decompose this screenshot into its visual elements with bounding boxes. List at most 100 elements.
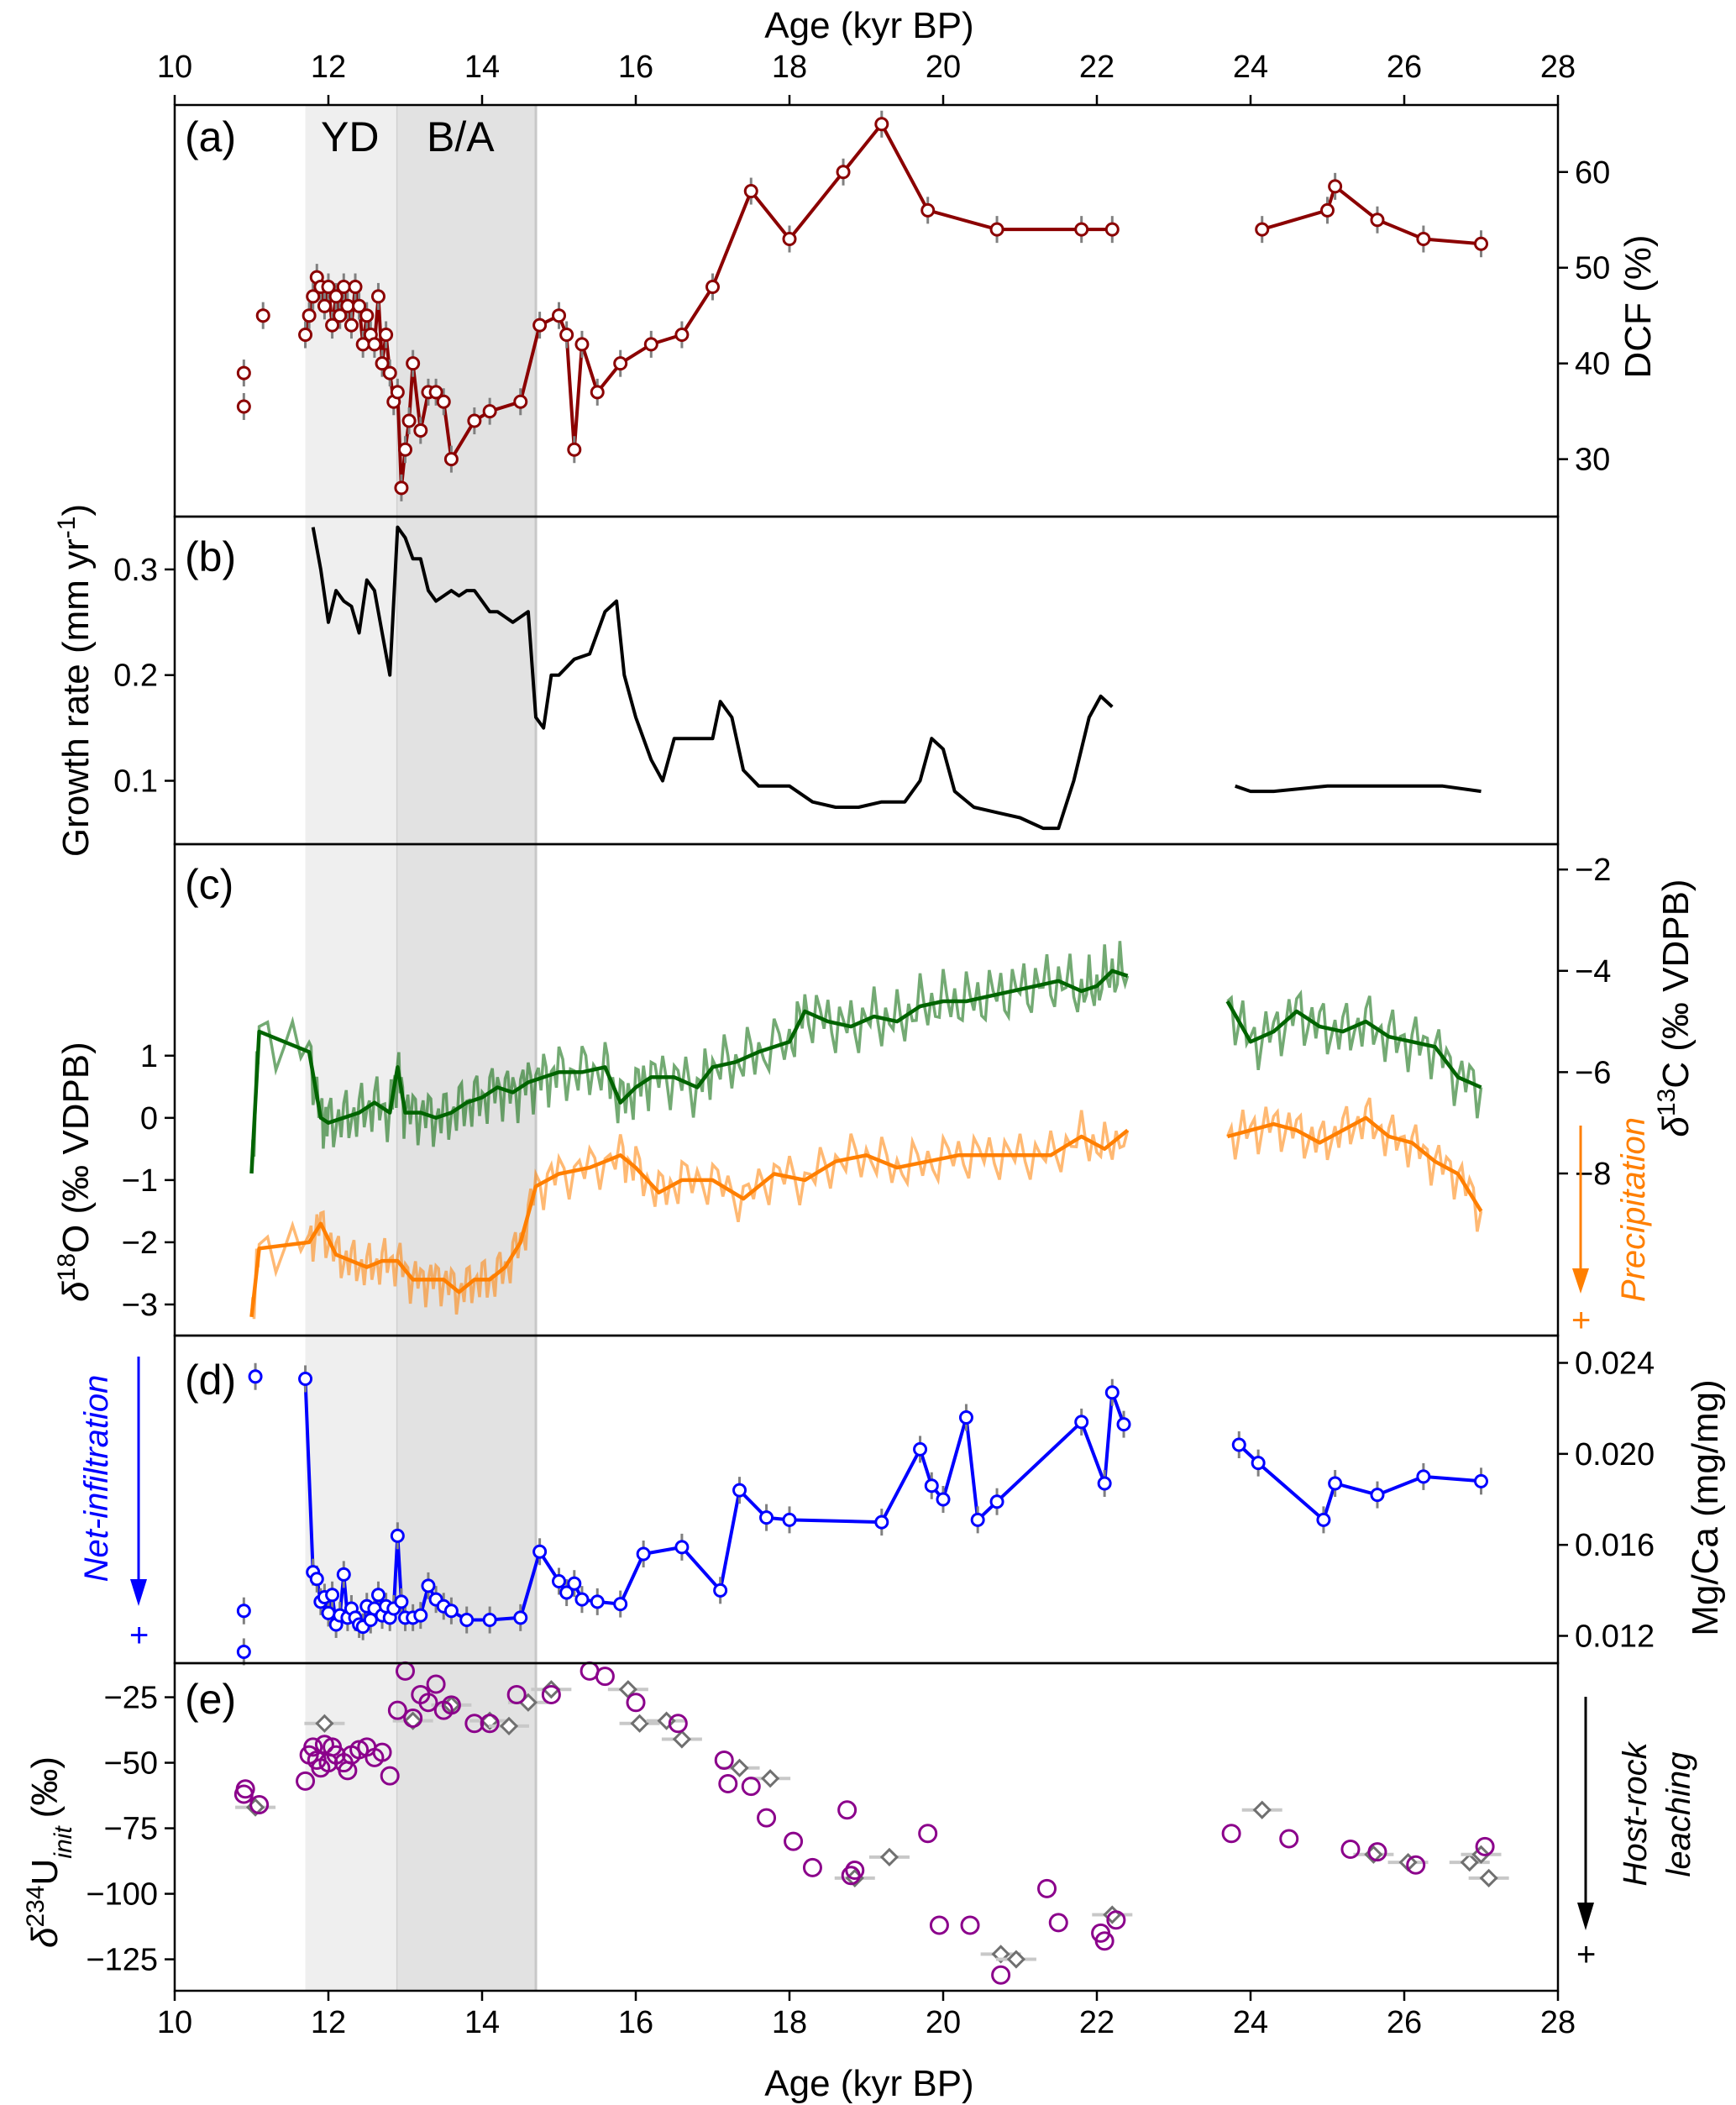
x-tick-label-bottom: 16: [618, 2005, 653, 2040]
x-tick-label-bottom: 10: [157, 2005, 192, 2040]
dcf-point: [1416, 232, 1431, 247]
d13c-delta: δ: [1655, 1116, 1697, 1137]
u234-diamond-point: [499, 1716, 519, 1736]
d18o-tick-label: 1: [140, 1039, 158, 1074]
dcf-point: [1370, 213, 1385, 228]
u234-circle-point: [1279, 1829, 1299, 1849]
d13c-main: C (‰ VDPB): [1655, 879, 1697, 1088]
dcf-point: [401, 413, 417, 428]
u234-diamond-point: [761, 1769, 780, 1788]
u234-circle-point: [403, 1709, 423, 1729]
x-tick-label-bottom: 18: [772, 2005, 807, 2040]
x-tick-label-top: 20: [926, 50, 961, 85]
dcf-point: [321, 280, 336, 295]
mgca-line-1: [1237, 1443, 1482, 1522]
panel-label-b: (b): [185, 533, 236, 580]
u234-sup: 234: [22, 1885, 50, 1927]
u234-unit: (‰): [24, 1756, 66, 1818]
growth-sup: -1: [53, 517, 81, 539]
x-tick-label-top: 22: [1079, 50, 1115, 85]
d18o-tick-label: 0: [140, 1101, 158, 1136]
d18o-smooth-3: [1226, 1115, 1483, 1213]
dcf-point: [379, 327, 394, 342]
u234-circle-point: [595, 1667, 615, 1687]
mgca-point: [1074, 1415, 1089, 1430]
x-tick-label-top: 16: [618, 50, 653, 85]
u234-circle-point: [1406, 1855, 1426, 1875]
mgca-point: [443, 1604, 459, 1619]
dcf-point: [1328, 179, 1343, 194]
mgca-tick-label: 0.024: [1575, 1346, 1655, 1382]
dcf-point: [532, 318, 548, 333]
mgca-point: [989, 1494, 1004, 1509]
u234-circle-point: [918, 1824, 938, 1844]
dcf-point: [513, 394, 528, 409]
dcf-point: [328, 289, 344, 304]
mgca-point: [782, 1512, 797, 1527]
u234-circle-point: [506, 1684, 527, 1704]
d18o-main: O (‰ VDPB): [55, 1042, 97, 1253]
u234-circle-point: [441, 1695, 461, 1715]
dcf-point: [552, 308, 566, 323]
d18o-tick-label: −3: [122, 1288, 158, 1323]
dcf-point: [306, 289, 321, 304]
d13c-smooth-0: [249, 969, 1129, 1174]
u234-circle-point: [1094, 1931, 1115, 1951]
mgca-point: [913, 1441, 928, 1457]
u234-tick-label: −75: [104, 1812, 158, 1847]
u234-circle-point: [837, 1800, 858, 1820]
mgca-point: [1116, 1417, 1131, 1432]
u234-axis-title: δ234Uinit (‰): [22, 1756, 77, 1948]
d13c-tick-label: −2: [1575, 853, 1611, 888]
dcf-point: [298, 327, 313, 342]
dcf-point: [367, 337, 382, 352]
d18o-sup: 18: [53, 1253, 81, 1281]
u234-circle-point: [249, 1794, 270, 1814]
bottom-axis-title: Age (kyr BP): [764, 2063, 973, 2104]
u234-diamond-point: [879, 1847, 899, 1867]
mgca-tick-label: 0.012: [1575, 1619, 1655, 1655]
dcf-point: [428, 385, 443, 400]
d13c-raw-1: [1226, 990, 1483, 1119]
mgca-point: [336, 1567, 351, 1582]
dcf-point: [613, 356, 628, 371]
u234-circle-point: [418, 1693, 438, 1713]
x-tick-label-top: 24: [1233, 50, 1268, 85]
precipitation-plus: +: [1571, 1302, 1590, 1339]
mgca-point: [413, 1608, 428, 1623]
dcf-point: [874, 117, 889, 132]
d18o-tick-label: −1: [122, 1163, 158, 1199]
dcf-point: [336, 280, 351, 295]
u234-circle-point: [235, 1779, 255, 1799]
u234-circle-point: [480, 1714, 500, 1734]
mgca-point: [559, 1585, 574, 1600]
u234-circle-point: [626, 1693, 646, 1713]
dcf-point: [255, 308, 270, 323]
x-tick-label-bottom: 14: [464, 2005, 500, 2040]
u234-circle-point: [845, 1860, 865, 1880]
net-infiltration-plus: +: [128, 1617, 148, 1654]
dcf-point: [482, 404, 497, 419]
net-infiltration-annotation: Net-infiltration: [78, 1375, 115, 1583]
u234-diamond-point: [315, 1714, 334, 1733]
dcf-point: [317, 298, 332, 313]
dcf-point: [743, 184, 758, 199]
u234-circle-point: [668, 1714, 688, 1734]
u234-circle-point: [464, 1714, 485, 1734]
u234-u: U: [24, 1859, 66, 1886]
d18o-delta: δ: [55, 1281, 97, 1302]
u234-circle-point: [1048, 1913, 1068, 1933]
mgca-point: [1231, 1437, 1246, 1452]
mgca-point: [613, 1597, 628, 1612]
dcf-point: [989, 222, 1004, 237]
dcf-point: [1104, 222, 1120, 237]
u234-sub: init: [50, 1825, 77, 1859]
mgca-point: [636, 1546, 651, 1562]
data-layer: [233, 110, 1509, 1985]
mgca-point: [759, 1510, 774, 1525]
x-tick-label-bottom: 20: [926, 2005, 961, 2040]
host-rock-annotation: Host-rock: [1617, 1740, 1654, 1886]
shade-BA-b: [397, 517, 537, 844]
dcf-point: [782, 232, 797, 247]
d13c-tick-label: −6: [1575, 1055, 1611, 1090]
